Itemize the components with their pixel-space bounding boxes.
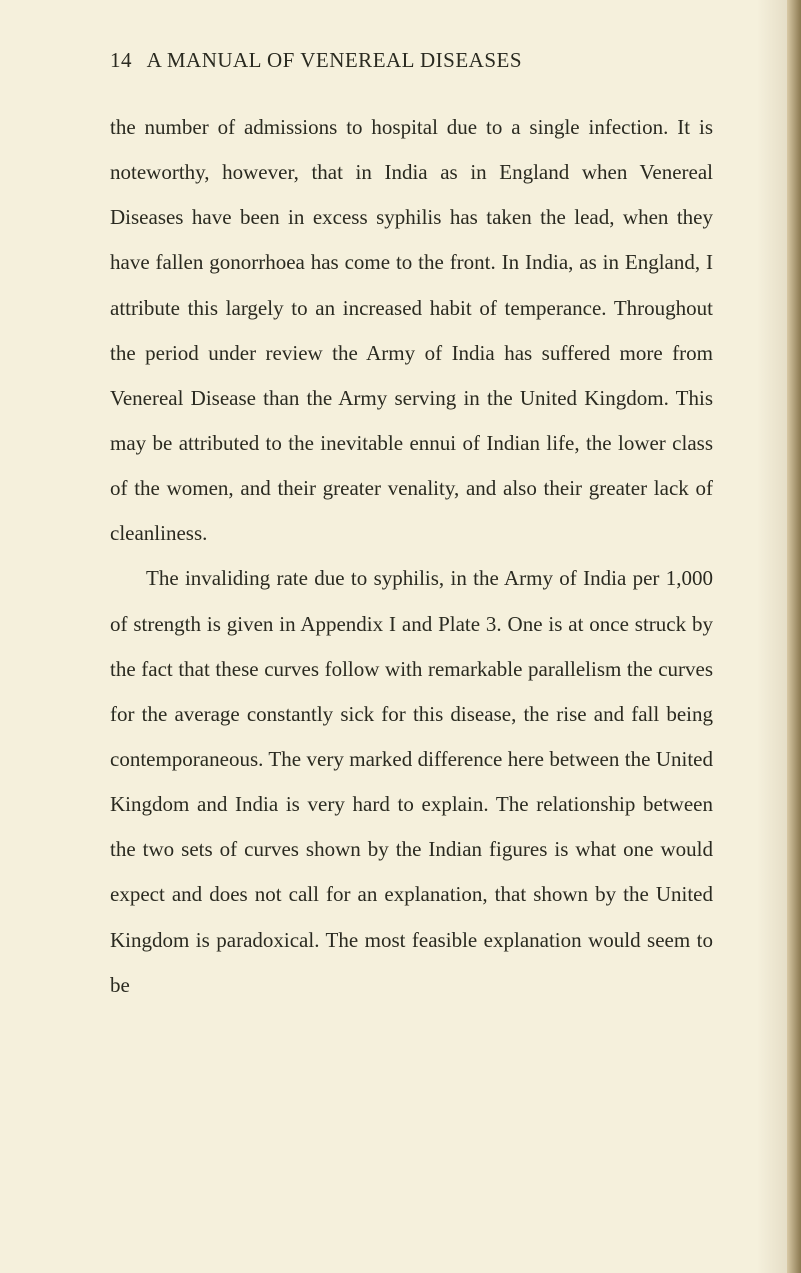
page-edge	[787, 0, 801, 1273]
body-text: the number of admissions to hospital due…	[110, 105, 713, 1008]
page-title: A MANUAL OF VENEREAL DISEASES	[147, 48, 522, 72]
page-header: 14 A MANUAL OF VENEREAL DISEASES	[110, 48, 713, 73]
paragraph-1: the number of admissions to hospital due…	[110, 105, 713, 556]
paragraph-2: The invaliding rate due to syphilis, in …	[110, 556, 713, 1007]
page-number: 14	[110, 48, 132, 72]
page-shadow	[757, 0, 787, 1273]
document-page: 14 A MANUAL OF VENEREAL DISEASES the num…	[0, 0, 801, 1068]
